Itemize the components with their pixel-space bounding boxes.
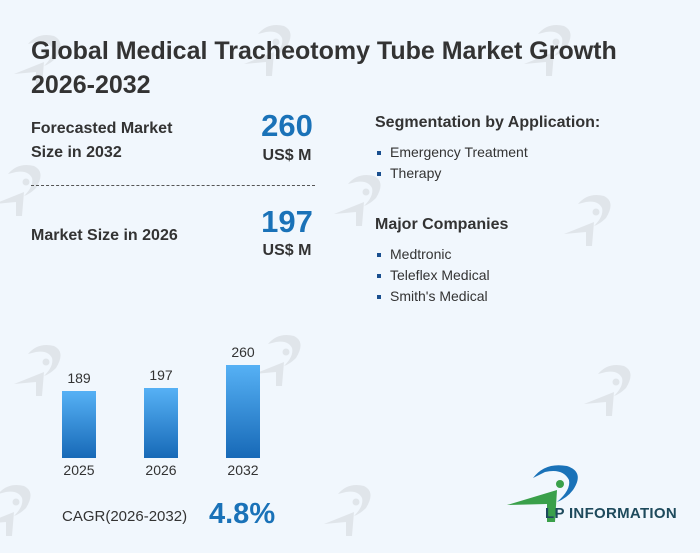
current-label: Market Size in 2026 [31,227,178,244]
x-tick-label: 2025 [63,462,95,478]
forecast-label: Forecasted Market Size in 2032 [31,120,173,161]
bar-value-label: 189 [67,369,91,386]
watermark-logo-icon [560,190,620,250]
current-value: 197 [261,204,313,239]
watermark-logo-icon [580,360,640,420]
x-tick-label: 2026 [145,462,177,478]
list-item: Teleflex Medical [375,265,490,286]
watermark-logo-icon [330,170,390,230]
divider [31,185,315,186]
watermark-logo-icon [10,340,70,400]
forecast-unit: US$ M [262,147,312,164]
page-title: Global Medical Tracheotomy Tube Market G… [31,37,617,99]
lp-information-logo [507,465,578,522]
watermark-logo-icon [0,160,50,220]
x-tick-label: 2032 [227,462,259,478]
bar-2026 [144,388,178,458]
list-item: Smith's Medical [375,286,490,307]
segmentation-list: Emergency Treatment Therapy [375,142,528,184]
segmentation-title: Segmentation by Application: [375,114,601,131]
companies-title: Major Companies [375,216,509,233]
watermark-logo-icon [0,480,40,540]
cagr-value: 4.8% [209,498,276,530]
watermark-logo-icon [250,330,310,390]
current-unit: US$ M [262,242,312,259]
watermark-logo-icon [10,30,70,90]
list-item: Medtronic [375,244,490,265]
bar-value-label: 260 [231,344,255,361]
companies-list: Medtronic Teleflex Medical Smith's Medic… [375,244,490,307]
list-item: Therapy [375,163,528,184]
bar-2025 [62,390,96,458]
watermark-logo-icon [240,20,300,80]
bar-2032 [226,365,260,458]
watermark-logo-icon [520,20,580,80]
bar-value-label: 197 [149,367,173,384]
list-item: Emergency Treatment [375,142,528,163]
forecast-value: 260 [261,108,313,143]
logo-text: LP INFORMATION [545,505,677,522]
watermark-logo-icon [320,480,380,540]
cagr-label: CAGR(2026-2032) [62,508,188,525]
